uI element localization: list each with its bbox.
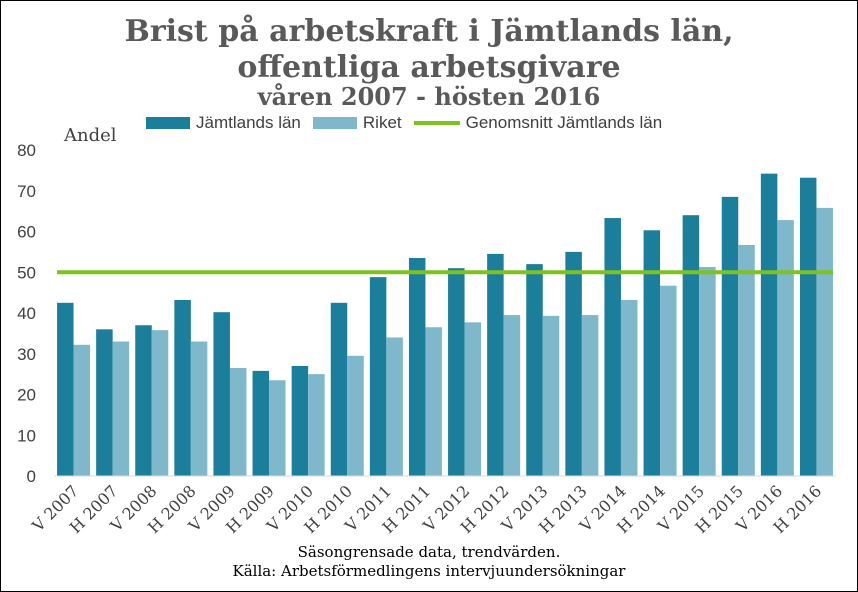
bar-riket — [112, 341, 130, 476]
legend-swatch-jamtland — [146, 117, 190, 129]
bar-jamtland — [565, 251, 582, 476]
legend-item-jamtland: Jämtlands län — [146, 113, 301, 133]
bar-jamtland — [604, 218, 621, 477]
y-tick-label: 0 — [27, 467, 36, 486]
y-tick-label: 70 — [17, 182, 36, 201]
legend-swatch-average — [413, 121, 460, 125]
bar-riket — [581, 315, 599, 476]
bar-jamtland — [799, 177, 817, 476]
y-tick-label: 50 — [17, 263, 36, 282]
bar-riket — [73, 344, 91, 476]
bar-jamtland — [174, 299, 191, 476]
bar-riket — [660, 285, 677, 476]
bar-riket — [269, 380, 286, 476]
y-tick-label: 40 — [17, 304, 36, 323]
y-tick-label: 10 — [17, 426, 36, 445]
chart-legend: Jämtlands län Riket Genomsnitt Jämtlands… — [146, 112, 674, 134]
bar-riket — [308, 374, 325, 476]
bar-jamtland — [487, 253, 504, 476]
bar-jamtland — [448, 268, 465, 476]
bar-riket — [699, 266, 716, 476]
legend-label-average: Genomsnitt Jämtlands län — [465, 113, 663, 132]
y-tick-label: 80 — [17, 141, 36, 160]
chart-title-line2: offentliga arbetsgivare — [237, 50, 621, 85]
chart-title-line1: Brist på arbetskraft i Jämtlands län, — [124, 14, 734, 49]
bar-riket — [816, 207, 833, 477]
bar-jamtland — [408, 257, 426, 476]
bar-riket — [620, 299, 638, 476]
legend-label-riket: Riket — [362, 113, 402, 132]
y-tick-label: 60 — [17, 223, 36, 242]
bar-jamtland — [369, 277, 387, 476]
bar-riket — [190, 341, 208, 476]
bar-jamtland — [330, 302, 348, 476]
footer-note: Säsongrensade data, trendvärden. — [297, 543, 561, 561]
legend-swatch-riket — [312, 117, 357, 129]
bar-riket — [738, 244, 755, 476]
bar-riket — [464, 322, 482, 476]
bar-riket — [503, 315, 521, 476]
bar-jamtland — [213, 312, 230, 476]
bar-riket — [347, 355, 364, 476]
bar-riket — [229, 368, 247, 476]
bar-riket — [425, 327, 442, 476]
y-axis-label: Andel — [63, 125, 117, 146]
bar-jamtland — [526, 264, 543, 476]
y-tick-label: 30 — [17, 345, 36, 364]
bar-jamtland — [643, 230, 661, 476]
bar-jamtland — [760, 173, 778, 476]
legend-item-riket: Riket — [312, 113, 402, 133]
bar-riket — [777, 220, 794, 476]
bar-riket — [151, 330, 169, 476]
bar-riket — [542, 315, 560, 476]
footer-source: Källa: Arbetsförmedlingens intervjuunder… — [232, 562, 626, 580]
bar-jamtland — [135, 325, 152, 476]
bar-jamtland — [721, 196, 739, 477]
bar-jamtland — [57, 302, 74, 476]
bar-jamtland — [291, 365, 309, 476]
legend-item-average: Genomsnitt Jämtlands län — [413, 113, 663, 133]
chart-subtitle: våren 2007 - hösten 2016 — [257, 82, 601, 111]
bar-jamtland — [682, 215, 700, 476]
bar-jamtland — [96, 329, 113, 476]
y-tick-label: 20 — [17, 386, 36, 405]
legend-label-jamtland: Jämtlands län — [196, 113, 301, 132]
bar-jamtland — [252, 370, 270, 476]
bar-riket — [386, 337, 403, 476]
